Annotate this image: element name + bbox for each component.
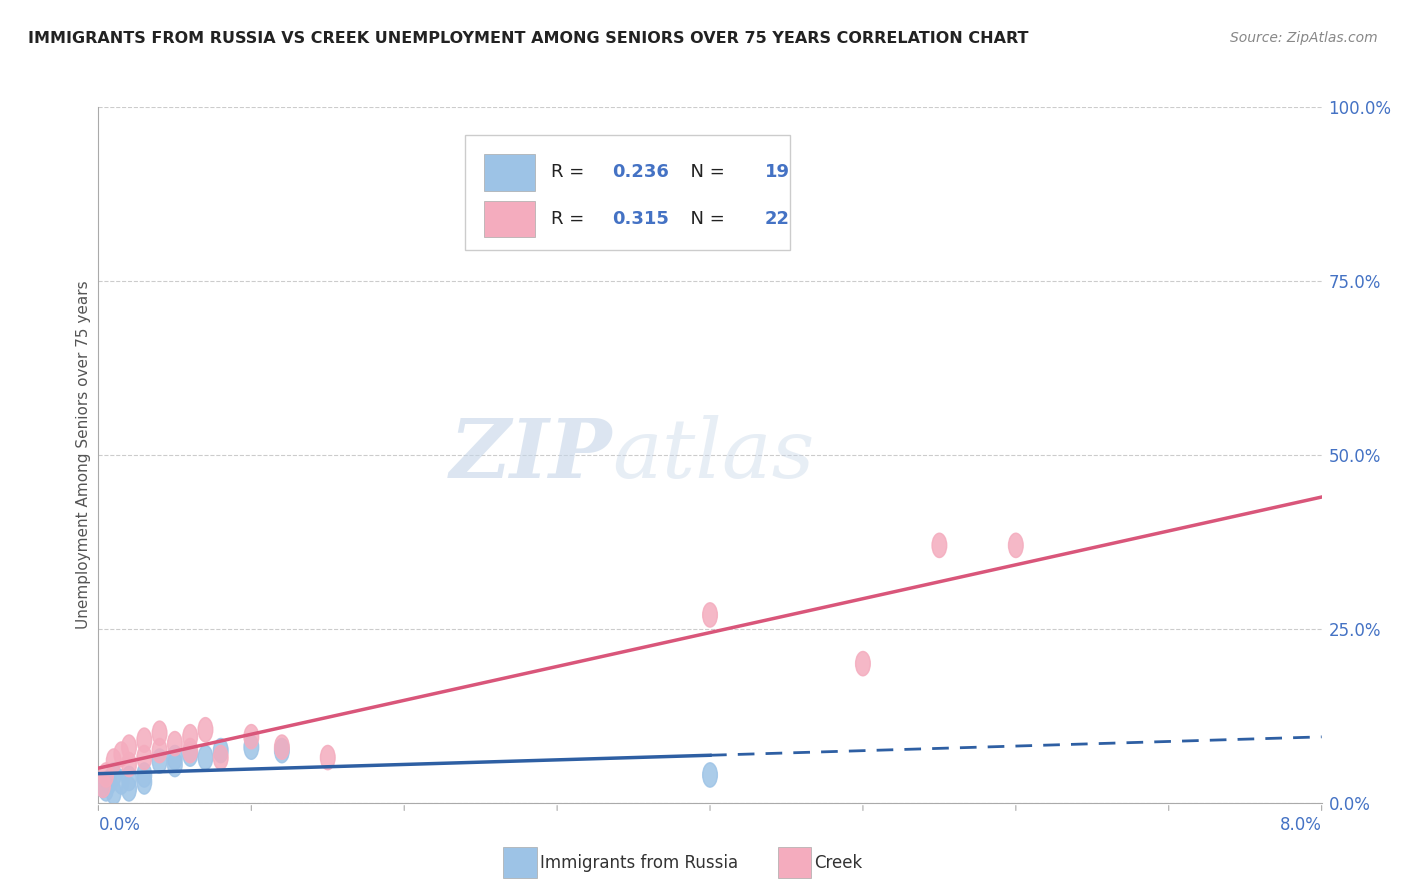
Text: Source: ZipAtlas.com: Source: ZipAtlas.com [1230,31,1378,45]
Text: 0.0%: 0.0% [98,816,141,834]
Ellipse shape [198,746,212,770]
Ellipse shape [214,746,228,770]
Ellipse shape [703,763,717,787]
Ellipse shape [136,728,152,752]
Ellipse shape [98,763,114,787]
Text: R =: R = [551,210,591,228]
Ellipse shape [1008,533,1024,558]
Ellipse shape [152,721,167,746]
Ellipse shape [107,780,121,805]
Ellipse shape [167,752,183,777]
Ellipse shape [245,724,259,749]
FancyBboxPatch shape [465,135,790,250]
Ellipse shape [152,749,167,773]
Text: ZIP: ZIP [450,415,612,495]
Ellipse shape [114,742,129,766]
Text: Creek: Creek [814,854,862,871]
Ellipse shape [136,746,152,770]
Ellipse shape [856,651,870,676]
Ellipse shape [932,533,946,558]
Y-axis label: Unemployment Among Seniors over 75 years: Unemployment Among Seniors over 75 years [76,281,91,629]
Ellipse shape [321,746,335,770]
Text: N =: N = [679,210,731,228]
Text: atlas: atlas [612,415,814,495]
Ellipse shape [136,763,152,787]
Ellipse shape [214,739,228,763]
Ellipse shape [122,735,136,759]
Ellipse shape [167,731,183,756]
Text: 8.0%: 8.0% [1279,816,1322,834]
Text: 0.236: 0.236 [612,163,669,181]
FancyBboxPatch shape [484,154,536,191]
Ellipse shape [101,770,117,794]
Text: 19: 19 [765,163,790,181]
Ellipse shape [114,770,129,794]
Ellipse shape [122,752,136,777]
Ellipse shape [198,717,212,742]
Text: IMMIGRANTS FROM RUSSIA VS CREEK UNEMPLOYMENT AMONG SENIORS OVER 75 YEARS CORRELA: IMMIGRANTS FROM RUSSIA VS CREEK UNEMPLOY… [28,31,1029,46]
Ellipse shape [245,735,259,759]
Ellipse shape [136,770,152,794]
Ellipse shape [96,773,110,797]
Ellipse shape [183,742,197,766]
Text: Immigrants from Russia: Immigrants from Russia [540,854,738,871]
Ellipse shape [107,763,121,787]
Ellipse shape [96,773,110,797]
Ellipse shape [167,746,183,770]
FancyBboxPatch shape [484,201,536,237]
Text: N =: N = [679,163,731,181]
Ellipse shape [274,739,290,763]
Ellipse shape [122,766,136,790]
Ellipse shape [152,739,167,763]
Ellipse shape [107,749,121,773]
Text: 22: 22 [765,210,790,228]
Ellipse shape [274,735,290,759]
Text: R =: R = [551,163,591,181]
Text: 0.315: 0.315 [612,210,669,228]
Ellipse shape [122,777,136,801]
Ellipse shape [183,739,197,763]
Ellipse shape [98,777,114,801]
Ellipse shape [703,603,717,627]
Ellipse shape [183,724,197,749]
